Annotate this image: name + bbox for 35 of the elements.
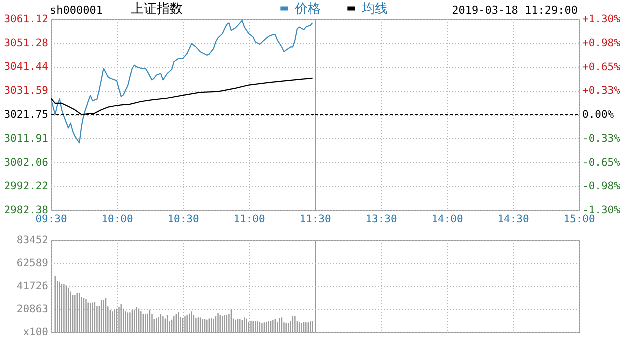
x-tick-label: 09:30 [36,214,68,226]
x-tick-label: 14:00 [432,214,464,226]
y-tick-label: 83452 [16,234,48,246]
x-tick-label: 10:30 [168,214,200,226]
y2-tick-label: -0.65% [582,156,622,169]
legend-label: 均线 [361,2,388,17]
y2-tick-label: +1.30% [582,14,622,26]
text: 2019-03-18 11:29:00 [452,4,578,17]
y-tick-label: 3011.91 [4,132,48,145]
x-tick-label: 11:00 [234,214,266,226]
y-tick-label: 3002.06 [4,156,48,169]
x-tick-label: 14:30 [498,214,530,226]
y-tick-label: 3061.12 [4,14,48,26]
y-tick-label: 41726 [16,280,48,292]
y-tick-label: 2992.22 [4,180,48,193]
x-tick-label: 13:30 [366,214,398,226]
y-tick-label: 3031.59 [4,85,48,98]
y2-tick-label: +0.33% [582,85,622,98]
x-tick-label: 15:00 [564,214,596,226]
y2-tick-label: 0.00% [582,109,615,121]
x-tick-label: 10:00 [102,214,134,226]
y-tick-label: x100 [23,326,48,338]
y-tick-label: 20863 [16,304,48,316]
y2-tick-label: -0.98% [582,180,622,193]
y-tick-label: 3051.28 [4,37,48,50]
y-tick-label: 3021.75 [4,109,48,121]
x-tick-label: 11:30 [300,214,332,226]
chart-title: 上证指数 [131,2,183,17]
y-tick-label: 62589 [16,258,48,270]
y2-tick-label: +0.98% [582,37,622,50]
y2-tick-label: -0.33% [582,132,622,145]
y2-tick-label: +0.65% [582,61,622,74]
y-tick-label: 3041.44 [4,61,48,74]
text: sh000001 [50,4,103,17]
legend-label: 价格 [294,2,322,17]
